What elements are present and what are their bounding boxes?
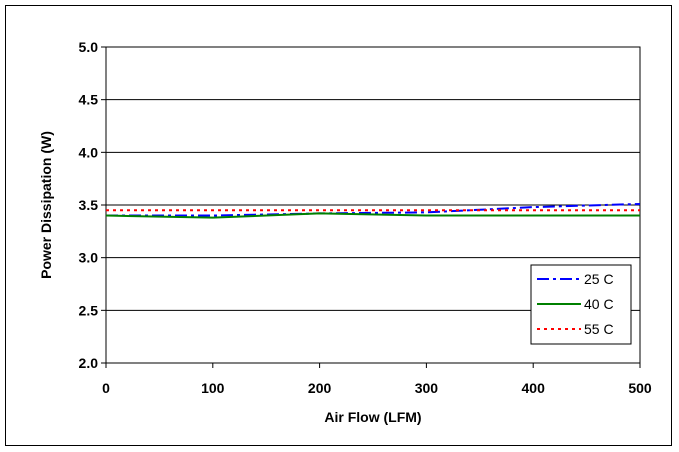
x-tick-label: 100 [201,380,225,396]
legend-label: 25 C [584,271,614,287]
y-tick-label: 5.0 [79,39,99,55]
legend-label: 55 C [584,321,614,337]
series-line-1 [105,212,640,219]
y-tick-label: 2.0 [79,355,99,371]
series-line-0 [106,202,641,217]
y-tick-label: 2.5 [79,302,99,318]
x-tick-label: 300 [415,380,439,396]
x-tick-label: 0 [102,380,110,396]
chart-frame [5,5,672,446]
x-tick-label: 400 [522,380,546,396]
y-axis-ticks: 2.0 2.5 3.0 3.5 4.0 4.5 5.0 [79,39,106,371]
x-tick-label: 200 [308,380,332,396]
y-tick-label: 4.0 [79,144,99,160]
x-axis-ticks: 0 100 200 300 400 500 [102,363,652,396]
y-tick-label: 4.5 [79,92,99,108]
x-axis-title: Air Flow (LFM) [324,409,421,425]
x-tick-label: 500 [628,380,652,396]
y-tick-label: 3.5 [79,197,99,213]
legend-label: 40 C [584,296,614,312]
y-axis-title: Power Dissipation (W) [38,131,54,279]
series-layer [105,202,641,219]
y-tick-label: 3.0 [79,250,99,266]
legend: 25 C 40 C 55 C [530,264,632,345]
